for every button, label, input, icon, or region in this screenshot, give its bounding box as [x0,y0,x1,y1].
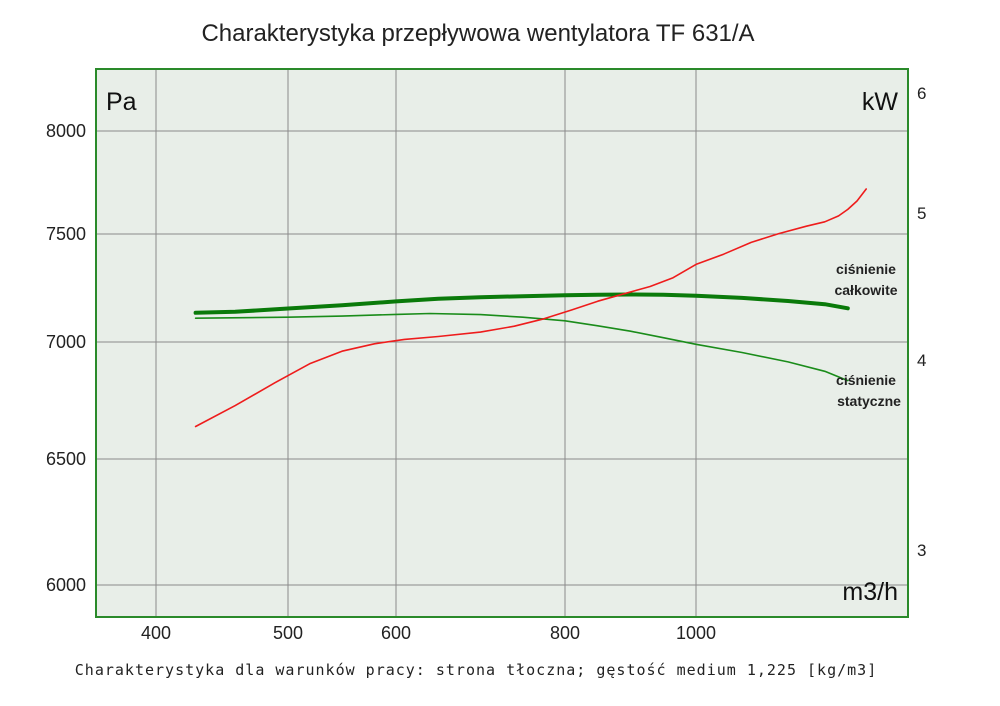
y-right-tick-label: 3 [917,541,926,560]
y-left-tick-label: 7500 [46,224,86,244]
chart-title: Charakterystyka przepływowa wentylatora … [201,20,754,47]
y-right-tick-label: 6 [917,84,926,103]
x-tick-label: 800 [550,623,580,643]
legend-total-line1: ciśnienie [836,261,896,277]
legend-total-line2: całkowite [834,282,897,298]
plot-frame [95,68,909,618]
left-unit-label: Pa [106,88,137,116]
y-left-tick-label: 6000 [46,575,86,595]
series-group [193,188,867,428]
x-tick-label: 1000 [676,623,716,643]
legend-static-line2: statyczne [837,393,901,409]
y-right-tick-label: 5 [917,204,926,223]
y-right-tick-label: 4 [917,351,926,370]
y-left-tick-label: 8000 [46,121,86,141]
plot-area [96,69,908,617]
y-left-tick-label: 7000 [46,332,86,352]
x-tick-label: 600 [381,623,411,643]
y-left-tick-label: 6500 [46,449,86,469]
series-line-0 [193,292,850,315]
series-line-2 [194,188,867,428]
x-tick-label: 400 [141,623,171,643]
series-line-1 [194,312,849,382]
grid [96,69,908,617]
right-unit-label: kW [862,88,899,116]
tick-group: 400 500 600 800 1000 6000 6500 7000 7500 8000 3 4 5 6 [46,84,927,643]
footnote: Charakterystyka dla warunków pracy: stro… [75,661,877,679]
x-tick-label: 500 [273,623,303,643]
x-unit-label: m3/h [842,578,898,606]
legend-static-line1: ciśnienie [836,372,896,388]
